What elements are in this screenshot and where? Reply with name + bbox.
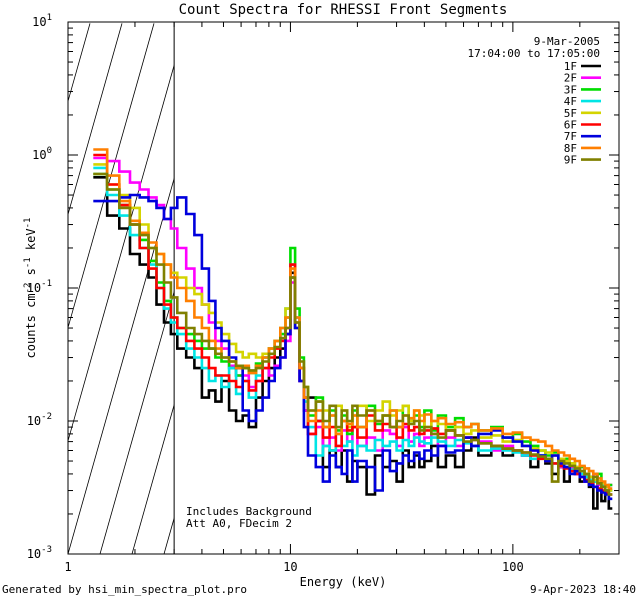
legend-label: 1F <box>564 60 577 73</box>
series-9F <box>93 172 613 496</box>
x-tick-label: 100 <box>502 560 524 574</box>
x-tick-label: 10 <box>283 560 297 574</box>
footer-generated-by: Generated by hsi_min_spectra_plot.pro <box>2 583 248 596</box>
hatch-line <box>68 23 155 330</box>
y-axis-label: counts cm-2 s-1 keV-1 <box>23 218 38 359</box>
x-tick-labels: 1 10 100 <box>64 560 523 574</box>
y-tick-label: 101 <box>32 13 52 29</box>
hatch-line <box>68 177 175 554</box>
y-tick-label: 100 <box>32 146 52 162</box>
hatch-line <box>356 23 506 554</box>
series-8F <box>93 148 613 490</box>
series-7F <box>93 193 613 501</box>
x-axis-label: Energy (keV) <box>300 575 387 589</box>
attenuator-hatch-region <box>68 23 570 554</box>
axis-ticks <box>67 22 620 555</box>
note-attenuator: Att A0, FDecim 2 <box>186 517 292 530</box>
legend-label: 3F <box>564 83 577 96</box>
legend-label: 4F <box>564 95 577 108</box>
note-background: Includes Background <box>186 505 312 518</box>
observation-date: 9-Mar-2005 <box>534 35 600 48</box>
legend-label: 6F <box>564 119 577 132</box>
y-tick-label: 10-3 <box>27 545 52 561</box>
legend-label: 9F <box>564 154 577 167</box>
y-tick-labels: 10-3 10-2 10-1 100 101 <box>27 13 52 561</box>
y-tick-label: 10-1 <box>27 279 52 295</box>
hatch-line <box>260 23 410 554</box>
y-tick-label: 10-2 <box>27 412 52 428</box>
footer-timestamp: 9-Apr-2023 18:40 <box>530 583 636 596</box>
x-tick-label: 1 <box>64 560 71 574</box>
legend-label: 5F <box>564 107 577 120</box>
spectra-series-group <box>93 148 613 510</box>
hatch-line <box>228 23 378 554</box>
hatch-line <box>68 63 175 443</box>
legend-label: 8F <box>564 142 577 155</box>
hatch-line <box>68 23 123 216</box>
legend-label: 7F <box>564 130 577 143</box>
observation-time-range: 17:04:00 to 17:05:00 <box>468 47 600 60</box>
hatch-line <box>131 403 175 554</box>
hatch-line <box>388 23 538 554</box>
hatch-line <box>420 23 570 554</box>
legend-label: 2F <box>564 72 577 85</box>
chart-title: Count Spectra for RHESSI Front Segments <box>179 2 508 18</box>
hatch-line <box>99 290 175 554</box>
